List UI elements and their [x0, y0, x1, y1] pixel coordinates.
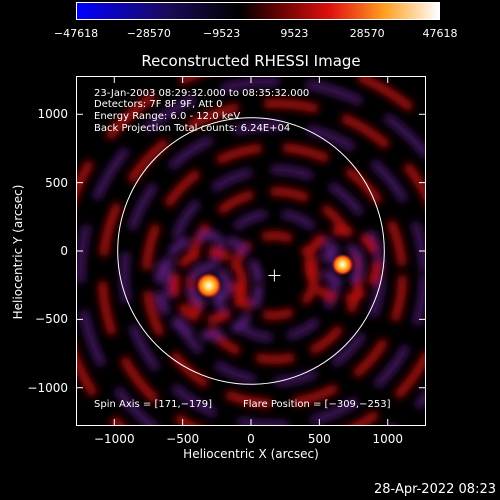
spin-axis-label: Spin Axis = [171,−179]	[94, 399, 213, 410]
annotation-detectors: Detectors: 7F 8F 9F, Att 0	[94, 99, 223, 110]
x-tick-label: −1000	[93, 432, 135, 446]
flare-source	[195, 272, 222, 299]
colorbar-tick-label: −9523	[202, 27, 241, 40]
plot-area	[76, 76, 426, 426]
y-tick-label: 1000	[37, 107, 68, 122]
y-tick-label: −500	[35, 312, 68, 327]
x-tick-label: 500	[307, 432, 331, 446]
x-tick-label: 1000	[372, 432, 403, 446]
colorbar-tick-label: 47618	[422, 27, 458, 40]
fringe-ring	[207, 208, 341, 342]
fringe-ring	[163, 164, 385, 386]
colorbar-tick-label: −47618	[53, 27, 99, 40]
solar-limb	[117, 117, 385, 385]
flare-fringe	[154, 231, 263, 340]
colorbar-tick-label: 9523	[280, 27, 309, 40]
y-tick-label: 0	[60, 244, 68, 258]
fringe-ring	[76, 77, 426, 426]
chart-title: Reconstructed RHESSI Image	[141, 52, 361, 70]
annotation-time-range: 23-Jan-2003 08:29:32.000 to 08:35:32.000	[94, 88, 310, 99]
flare-fringe	[186, 263, 231, 308]
source-fringe	[304, 226, 381, 303]
y-axis-label: Heliocentric Y (arcsec)	[11, 184, 25, 320]
x-axis-label: Heliocentric X (arcsec)	[183, 447, 319, 461]
timestamp: 28-Apr-2022 08:23	[374, 482, 496, 497]
x-tick-label: −500	[166, 432, 200, 446]
colorbar-tick-label: 28570	[349, 27, 385, 40]
colorbar	[76, 2, 440, 20]
secondary-source	[331, 253, 354, 276]
fringe-ring	[97, 99, 426, 426]
flare-fringe	[170, 247, 247, 324]
flare-position-label: Flare Position = [−309,−253]	[243, 399, 391, 410]
y-tick-label: 500	[45, 175, 68, 190]
fringe-ring	[141, 142, 407, 408]
annotation-method-counts: Back Projection Total counts: 6.24E+04	[94, 123, 291, 134]
x-tick-label: 0	[247, 432, 255, 446]
source-fringe	[320, 242, 365, 287]
colorbar-tick-label: −28570	[126, 27, 171, 40]
annotation-energy-range: Energy Range: 6.0 - 12.0 keV	[94, 111, 241, 122]
y-tick-label: −1000	[27, 380, 68, 395]
